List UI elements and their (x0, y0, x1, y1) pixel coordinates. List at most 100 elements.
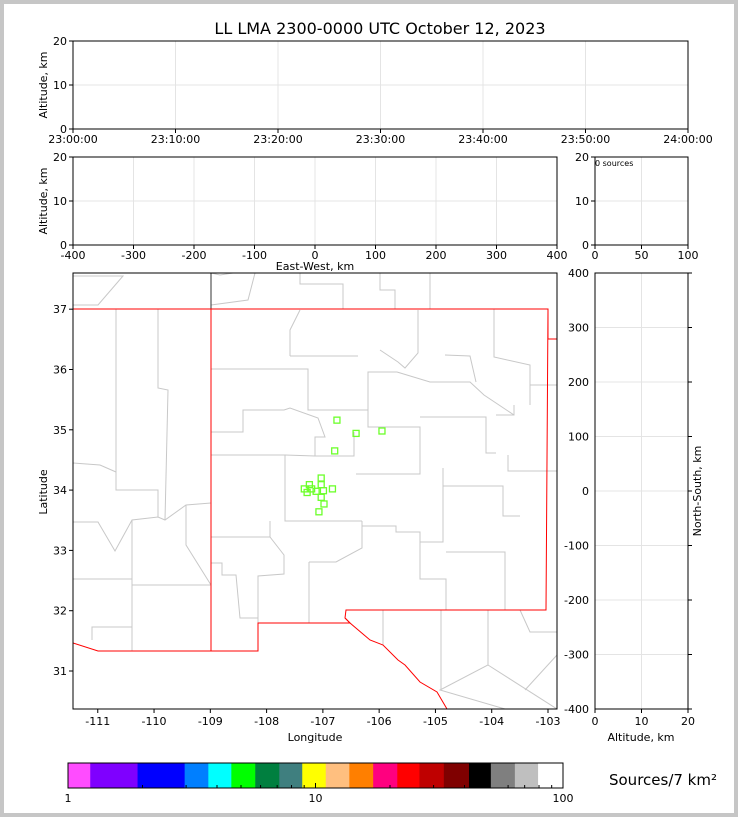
x-tick-label: 23:30:00 (356, 133, 405, 146)
altitude-vs-east-west-axes: -400 -300 -200 -100 0 100 200 300 400 0 10 20Altitu… (37, 151, 568, 273)
x-tick-label: 100 (365, 249, 386, 262)
x-tick-label: 100 (678, 249, 699, 262)
altitude-vs-time-axes: 23:00:00 23:10:00 23:20:00 23:30:00 23:40:00… (37, 35, 713, 146)
colorbar-segment (373, 763, 398, 788)
source-point (303, 488, 311, 497)
colorbar-segment (514, 763, 539, 788)
x-tick-label: 0 (592, 249, 599, 262)
y-tick-label: 400 (568, 267, 589, 280)
x-axis-label: East-West, km (276, 260, 354, 273)
x-tick-label: 300 (486, 249, 507, 262)
county-boundary (73, 462, 117, 473)
x-tick-label: 0 (592, 715, 599, 728)
county-boundary (507, 455, 557, 472)
y-axis-label: Latitude (37, 469, 50, 515)
x-tick-label: 24:00:00 (663, 133, 712, 146)
county-boundary (396, 371, 515, 416)
x-tick-label: -400 (61, 249, 86, 262)
x-axis-label: Longitude (288, 731, 343, 744)
y-tick-label: 0 (60, 239, 67, 252)
county-boundary (211, 454, 362, 522)
x-tick-label: 23:10:00 (151, 133, 200, 146)
y-tick-label: 100 (568, 431, 589, 444)
colorbar-segment (538, 763, 564, 788)
x-tick-label: -108 (254, 715, 279, 728)
county-boundary (443, 485, 520, 517)
y-tick-label: 10 (575, 195, 589, 208)
colorbar: 1 10 100 (65, 762, 574, 805)
y-tick-label: 34 (53, 484, 67, 497)
county-boundary (446, 551, 506, 610)
county-boundary (524, 654, 557, 691)
source-point (378, 427, 386, 435)
colorbar-segment (279, 763, 303, 788)
altitude-histogram-frame (594, 156, 689, 246)
x-tick-label: 10 (635, 715, 649, 728)
county-boundary (362, 525, 447, 610)
source-point (352, 429, 360, 438)
y-tick-label: 32 (53, 605, 67, 618)
county-boundary (289, 309, 301, 356)
colorbar-segment (490, 763, 516, 788)
y-tick-label: 37 (53, 303, 67, 316)
y-tick-label: 31 (53, 665, 67, 678)
y-tick-label: 0 (582, 485, 589, 498)
x-tick-label: -109 (198, 715, 223, 728)
y-tick-label: 36 (53, 363, 67, 376)
county-boundary (420, 416, 496, 454)
y-tick-label: -400 (564, 703, 589, 716)
x-tick-label: 50 (635, 249, 649, 262)
colorbar-segment (137, 763, 186, 788)
y-tick-label: 33 (53, 544, 67, 557)
county-boundary (211, 368, 397, 411)
y-tick-label: 20 (53, 35, 67, 48)
county-boundary (157, 309, 169, 521)
x-tick-label: -100 (242, 249, 267, 262)
colorbar-tick-label: 10 (309, 792, 323, 805)
map-boundaries (73, 273, 557, 709)
source-point (333, 416, 341, 424)
altitude-vs-east-west-frame (72, 156, 558, 246)
colorbar-segment (325, 763, 350, 788)
colorbar-segment (302, 763, 327, 788)
county-boundary (487, 664, 557, 709)
county-boundary (438, 610, 506, 709)
x-tick-label: -300 (121, 249, 146, 262)
y-tick-label: 10 (53, 195, 67, 208)
lma-figure: LL LMA 2300-0000 UTC October 12, 2023 23… (37, 19, 717, 805)
map-axes: -111 -110 -109 -108 -107 -106 -105 -104 -103 31 32… (37, 272, 560, 744)
y-tick-label: 200 (568, 376, 589, 389)
altitude-histogram-axes: 0 50 100 0 10 20 0 sources (575, 151, 699, 262)
y-tick-label: -200 (564, 594, 589, 607)
county-boundary (73, 275, 125, 306)
x-tick-label: 0 (312, 249, 319, 262)
county-boundary (91, 626, 132, 640)
colorbar-segment (349, 763, 374, 788)
colorbar-segment (90, 763, 139, 788)
colorbar-segment (419, 763, 445, 788)
county-boundary (496, 405, 515, 416)
source-count-annotation: 0 sources (595, 159, 633, 168)
colorbar-segment (208, 763, 232, 788)
altitude-vs-time-frame (72, 40, 689, 130)
source-point (320, 500, 328, 508)
county-boundary (299, 273, 344, 309)
colorbar-segment (255, 763, 280, 788)
axes-group: 23:00:00 23:10:00 23:20:00 23:30:00 23:40:00… (37, 35, 713, 805)
x-tick-label: -110 (142, 715, 167, 728)
x-tick-label: 23:00:00 (48, 133, 97, 146)
y-axis-label: Altitude, km (37, 167, 50, 234)
y-tick-label: 20 (575, 151, 589, 164)
county-boundary (73, 502, 212, 553)
county-boundary (493, 309, 531, 405)
colorbar-segment (231, 763, 256, 788)
y-tick-label: 300 (568, 322, 589, 335)
y-tick-label: 35 (53, 424, 67, 437)
colorbar-segment (397, 763, 420, 788)
source-point (312, 487, 320, 495)
source-point (328, 485, 337, 493)
county-boundary (356, 410, 421, 475)
colorbar-tick-label: 100 (553, 792, 574, 805)
y-tick-label: -100 (564, 540, 589, 553)
x-tick-label: -106 (367, 715, 392, 728)
